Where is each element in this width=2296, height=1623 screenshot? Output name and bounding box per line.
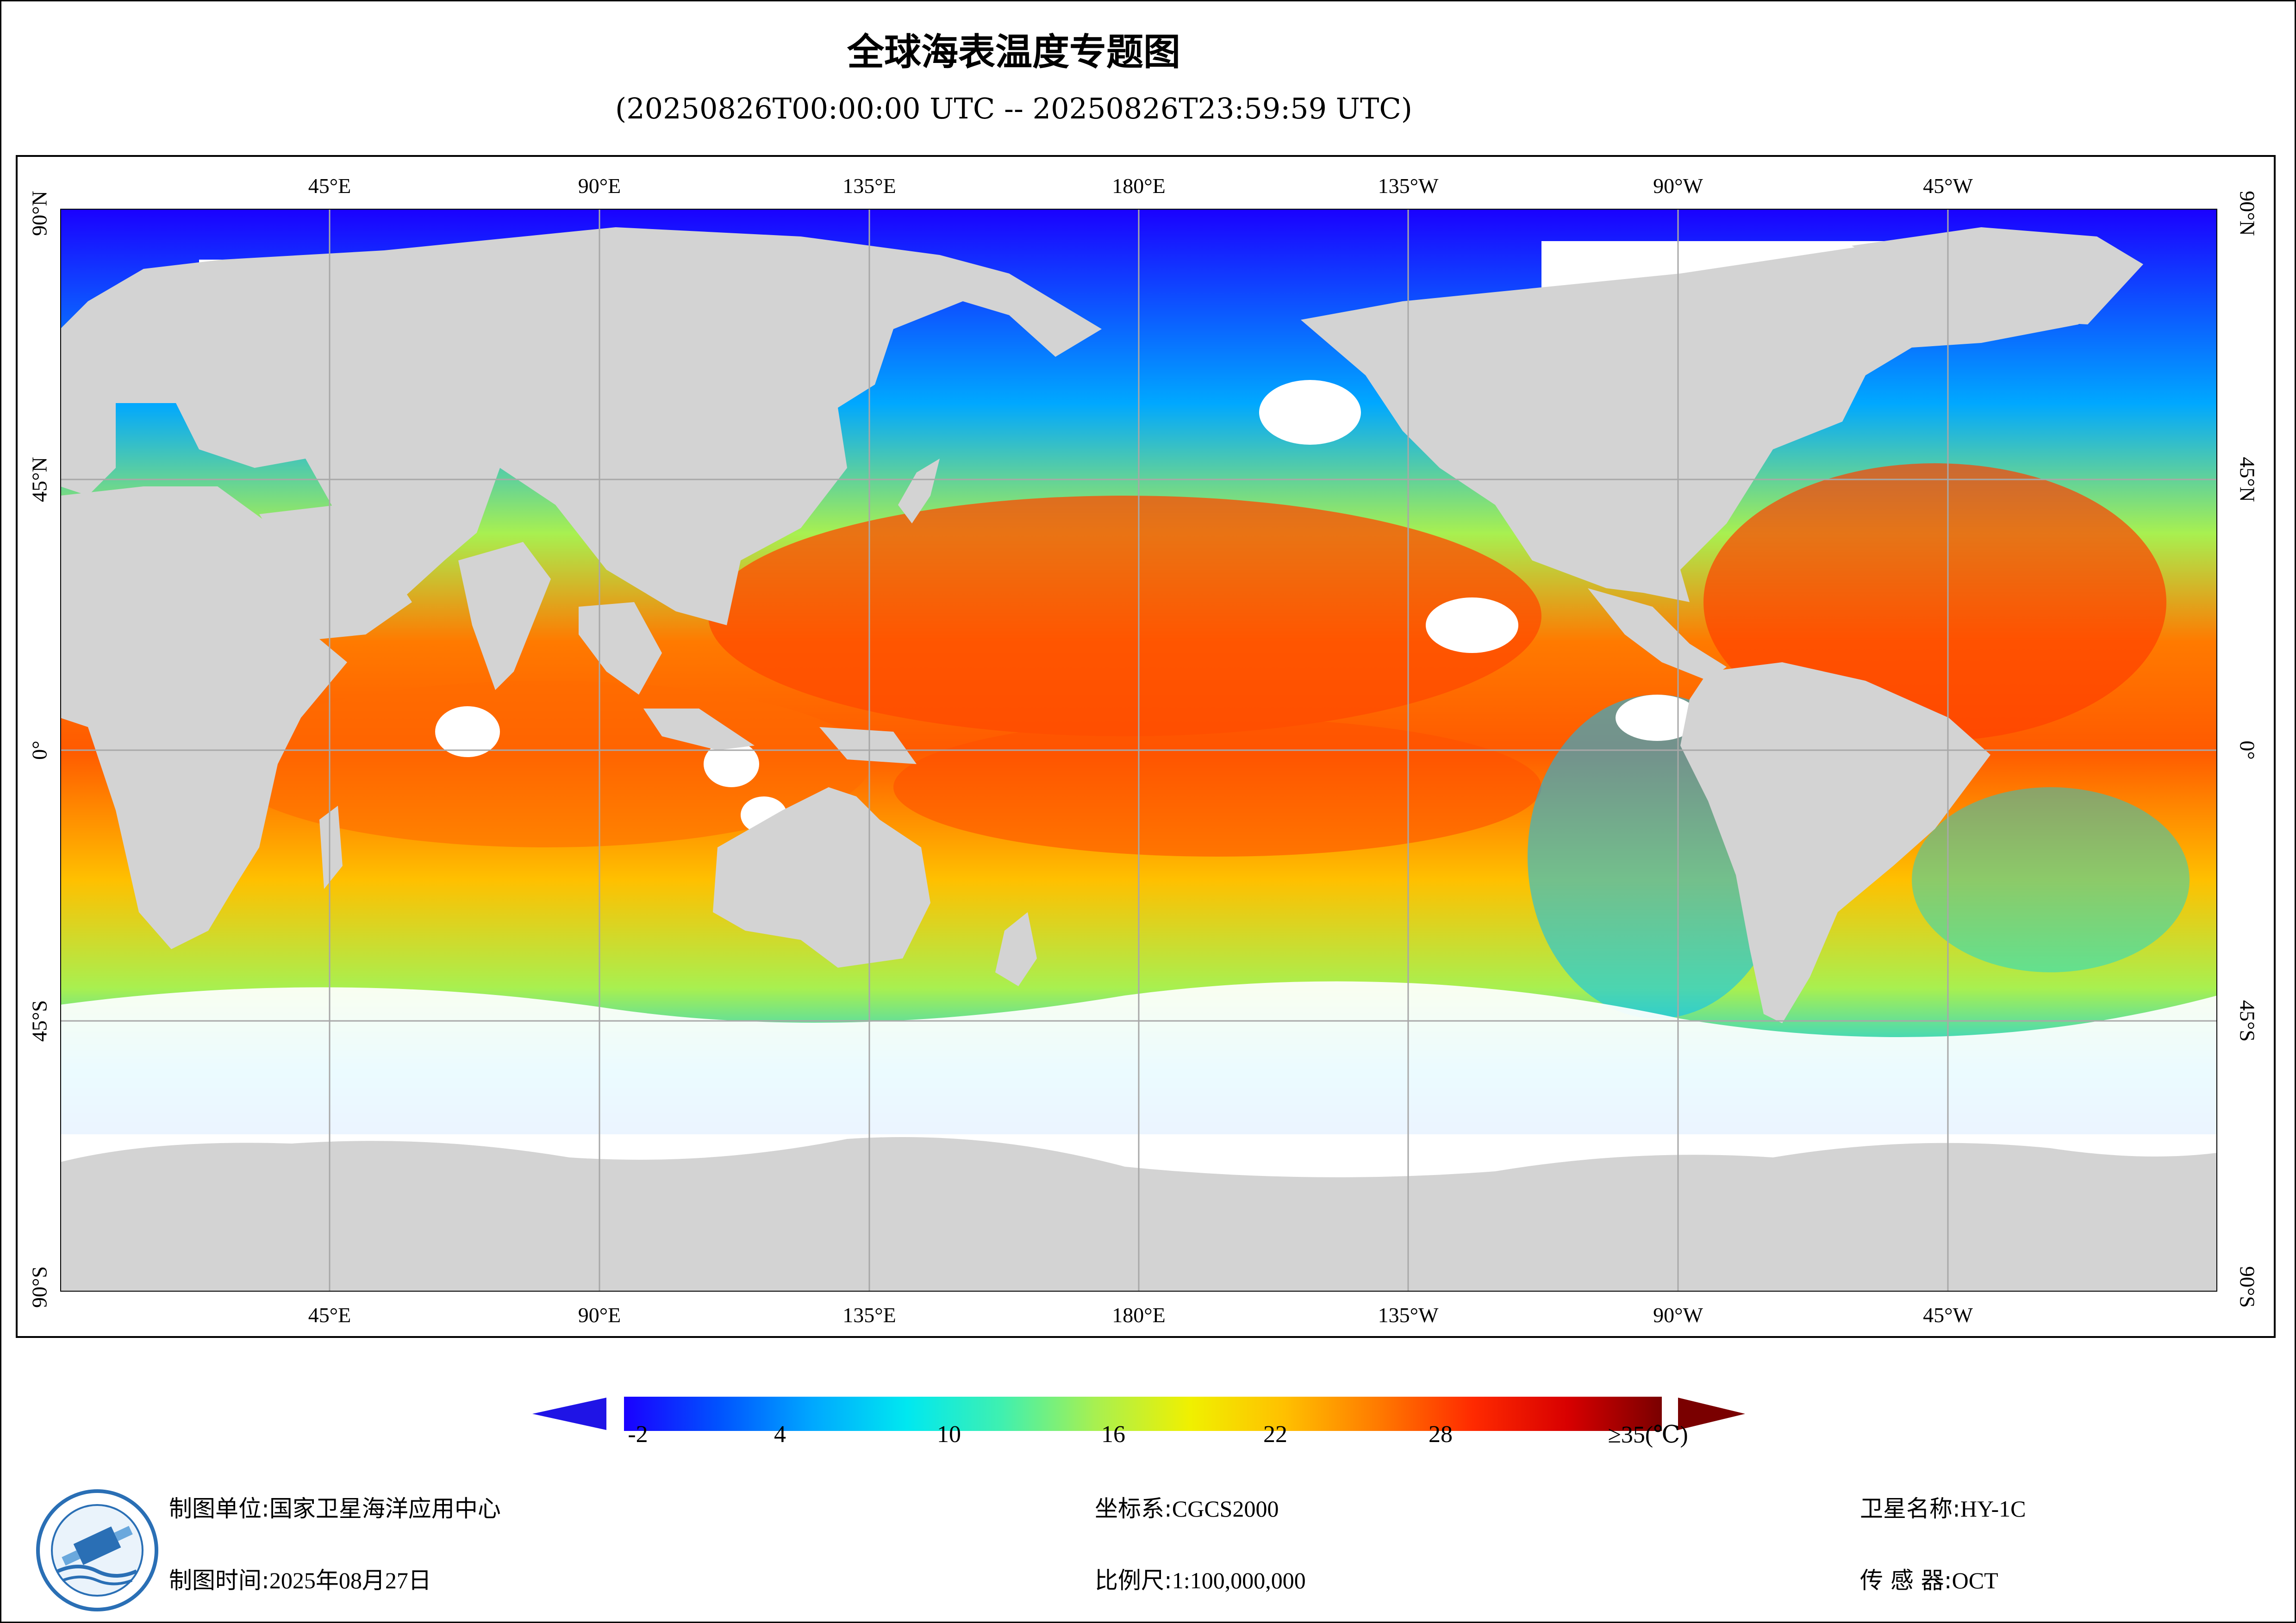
footer-unit-label: 制图单位: xyxy=(169,1495,269,1522)
land-eurasia xyxy=(60,227,1102,625)
colorbar xyxy=(532,1397,1745,1431)
land-africa xyxy=(60,486,347,949)
land-madagascar xyxy=(319,806,343,889)
footer-scale: 比例尺:1:100,000,000 xyxy=(1095,1562,1306,1595)
footer-coord-value: CGCS2000 xyxy=(1172,1496,1279,1522)
land-arabia xyxy=(259,505,412,639)
lon-label-top-135e: 135°E xyxy=(842,174,896,198)
colorbar-tick-22: 22 xyxy=(1263,1421,1287,1448)
lat-label-right-90s: 90°S xyxy=(2235,1266,2259,1308)
land-indonesia xyxy=(643,709,755,750)
lat-label-left-0: 0° xyxy=(27,740,51,760)
graticule xyxy=(60,209,2217,1292)
nsoas-logo xyxy=(36,1489,158,1611)
lon-label-top-180e: 180°E xyxy=(1112,174,1166,198)
map-title: 全球海表温度专题图 xyxy=(847,31,1180,74)
land-australia xyxy=(713,787,930,968)
colorbar-tick-16: 16 xyxy=(1101,1421,1125,1448)
footer-satellite: 卫星名称:HY-1C xyxy=(1860,1490,2026,1524)
lat-label-right-45n: 45°N xyxy=(2235,457,2259,502)
colorbar-tick-28: 28 xyxy=(1429,1421,1453,1448)
lat-label-right-45s: 45°S xyxy=(2235,1000,2259,1042)
lon-label-bottom-90e: 90°E xyxy=(578,1303,621,1327)
land-north-america xyxy=(1301,236,2120,602)
lat-label-left-45s: 45°S xyxy=(27,1000,51,1042)
lat-label-left-45n: 45°N xyxy=(27,457,51,502)
footer-sensor: 传 感 器:OCT xyxy=(1860,1562,1998,1595)
land-new-guinea xyxy=(819,727,917,764)
footer-satellite-value: HY-1C xyxy=(1960,1496,2026,1522)
footer-satellite-label: 卫星名称: xyxy=(1860,1495,1960,1522)
colorbar-tick-minus2: -2 xyxy=(628,1421,648,1448)
land-japan xyxy=(898,459,940,523)
land-india xyxy=(458,542,551,690)
lon-label-bottom-90w: 90°W xyxy=(1653,1303,1703,1327)
footer-scale-value: 1:100,000,000 xyxy=(1172,1567,1306,1593)
lat-label-right-0: 0° xyxy=(2235,740,2259,760)
lat-label-left-90n: 90°N xyxy=(27,191,51,236)
land-central-america xyxy=(1588,588,1727,681)
land-new-zealand xyxy=(995,912,1037,986)
colorbar-ramp xyxy=(624,1397,1662,1431)
footer-coord: 坐标系:CGCS2000 xyxy=(1095,1490,1279,1524)
lon-label-top-45w: 45°W xyxy=(1923,174,1973,198)
footer-time-value: 2025年08月27日 xyxy=(269,1567,431,1593)
lon-label-bottom-45w: 45°W xyxy=(1923,1303,1973,1327)
map-subtitle: (20250826T00:00:00 UTC -- 20250826T23:59… xyxy=(615,92,1412,125)
lon-label-bottom-135w: 135°W xyxy=(1378,1303,1439,1327)
lon-label-bottom-135e: 135°E xyxy=(842,1303,896,1327)
footer-sensor-value: OCT xyxy=(1952,1567,1998,1593)
footer-unit-value: 国家卫星海洋应用中心 xyxy=(269,1495,501,1522)
lat-label-right-90n: 90°N xyxy=(2235,191,2259,236)
lon-label-top-90e: 90°E xyxy=(578,174,621,198)
lon-label-top-90w: 90°W xyxy=(1653,174,1703,198)
footer-unit: 制图单位:国家卫星海洋应用中心 xyxy=(169,1490,501,1524)
lon-label-bottom-45e: 45°E xyxy=(308,1303,351,1327)
map-frame xyxy=(16,155,2276,1338)
lon-label-top-135w: 135°W xyxy=(1378,174,1439,198)
colorbar-tick-4: 4 xyxy=(774,1421,786,1448)
sst-map xyxy=(60,209,2217,1292)
footer-sensor-label: 传 感 器: xyxy=(1860,1567,1952,1594)
colorbar-tick-35: ≥35(℃) xyxy=(1608,1422,1688,1448)
land-south-america xyxy=(1680,662,1990,1023)
footer-time-label: 制图时间: xyxy=(169,1567,269,1594)
land-greenland xyxy=(1852,227,2143,324)
footer-scale-label: 比例尺: xyxy=(1095,1567,1172,1594)
colorbar-low-arrow xyxy=(532,1398,606,1430)
colorbar-high-arrow xyxy=(1678,1398,1745,1430)
lon-label-bottom-180e: 180°E xyxy=(1112,1303,1166,1327)
footer-coord-label: 坐标系: xyxy=(1095,1495,1172,1522)
lon-label-top-45e: 45°E xyxy=(308,174,351,198)
colorbar-tick-10: 10 xyxy=(937,1421,961,1448)
footer-time: 制图时间:2025年08月27日 xyxy=(169,1562,431,1595)
lat-label-left-90s: 90°S xyxy=(27,1266,51,1308)
